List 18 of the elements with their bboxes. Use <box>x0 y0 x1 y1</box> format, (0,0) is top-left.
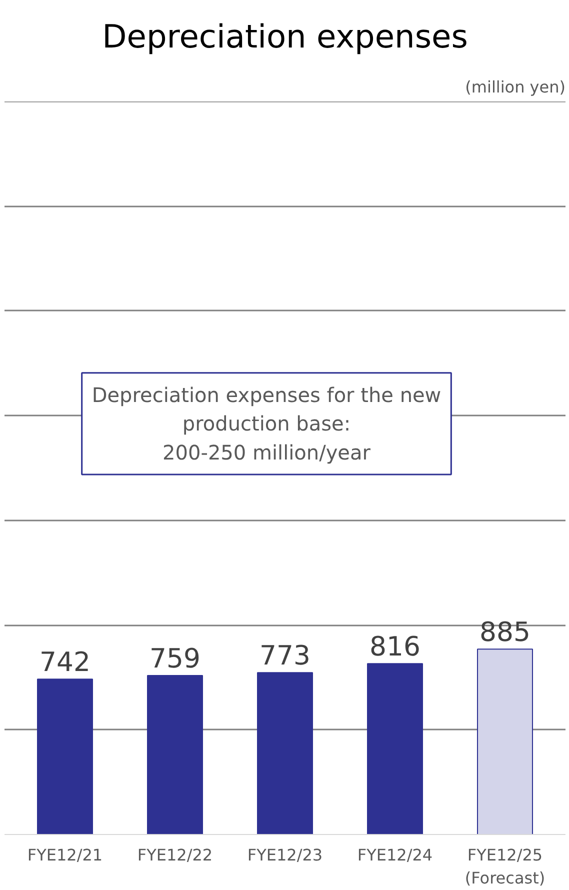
annotation: Depreciation expenses for the new production base: 200-250 million/year <box>92 382 442 464</box>
x-tick-label: FYE12/22 <box>137 846 213 864</box>
x-tick-label: FYE12/24 <box>357 846 433 864</box>
bar <box>367 663 423 834</box>
text: (million yen) <box>465 78 566 96</box>
data-label: 773 <box>260 640 310 672</box>
data-label: 759 <box>150 644 200 675</box>
data-label: 816 <box>370 632 420 663</box>
x-tick-label: FYE12/25 (Forecast) <box>464 846 546 888</box>
bar <box>477 648 533 834</box>
data-label: 885 <box>480 617 530 648</box>
x-tick-label: FYE12/21 <box>27 846 103 864</box>
bar <box>257 672 313 834</box>
x-tick-label: FYE12/23 <box>247 846 323 864</box>
bar <box>37 678 93 834</box>
chart-title: Depreciation expenses <box>102 18 468 56</box>
data-label: 742 <box>40 647 90 678</box>
bar <box>147 675 203 834</box>
